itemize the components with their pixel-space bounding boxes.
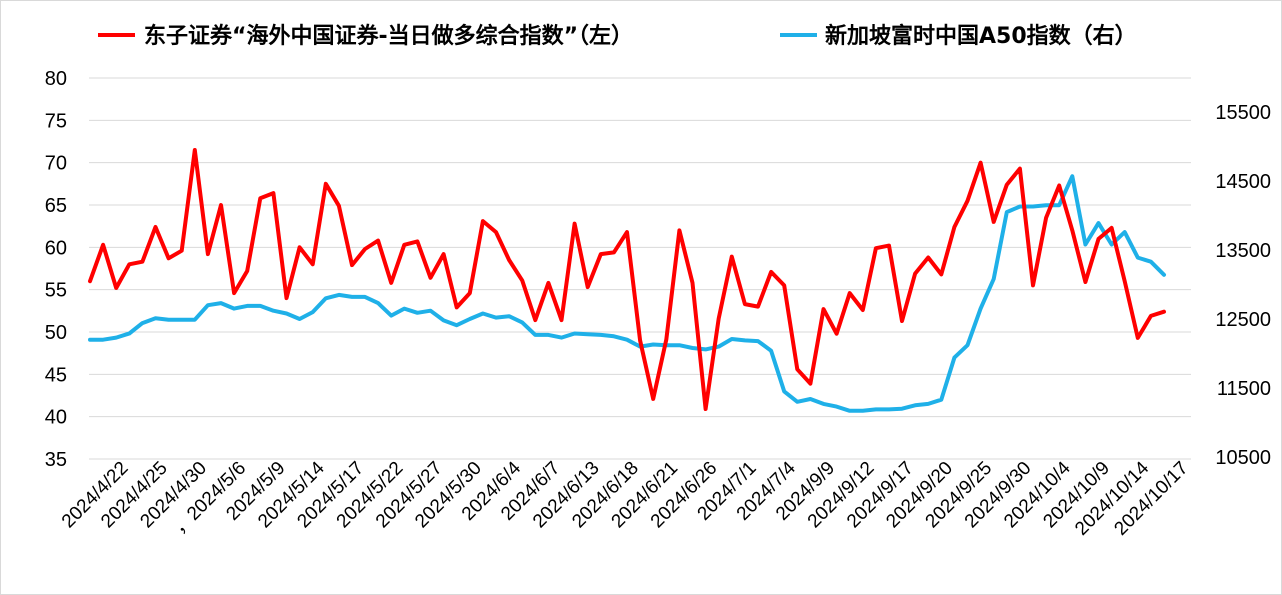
- grid-lines: [89, 77, 1191, 460]
- left-tick-label: 60: [45, 237, 67, 259]
- right-tick-label: 15500: [1215, 102, 1271, 124]
- left-tick-label: 70: [45, 153, 67, 175]
- left-tick-label: 45: [45, 364, 67, 386]
- left-tick-label: 50: [45, 322, 67, 344]
- left-tick-label: 75: [45, 110, 67, 132]
- left-tick-label: 40: [45, 407, 67, 429]
- series-line-blue: [88, 174, 1166, 413]
- right-tick-label: 14500: [1215, 171, 1271, 193]
- legend: 东子证券“海外中国证券-当日做多综合指数”（左） 新加坡富时中国A50指数（右）: [98, 23, 1137, 49]
- left-tick-label: 65: [45, 195, 67, 217]
- left-tick-label: 55: [45, 280, 67, 302]
- legend-label-red: 东子证券“海外中国证券-当日做多综合指数”（左）: [144, 23, 633, 49]
- series-line-red: [88, 148, 1166, 411]
- right-tick-label: 12500: [1215, 309, 1271, 331]
- series: [88, 148, 1166, 413]
- left-tick-label: 80: [45, 68, 67, 90]
- legend-label-blue: 新加坡富时中国A50指数（右）: [825, 23, 1137, 49]
- right-tick-label: 11500: [1217, 378, 1271, 400]
- right-axis: 10500 11500 12500 13500 14500 15500: [1215, 102, 1271, 469]
- left-axis: 35 40 45 50 55 60 65 70 75 80: [45, 68, 67, 471]
- left-tick-label: 35: [45, 449, 67, 471]
- x-axis: 2024/4/222024/4/252024/4/30，2024/5/62024…: [58, 457, 1193, 539]
- right-tick-label: 10500: [1215, 447, 1271, 469]
- right-tick-label: 13500: [1215, 240, 1271, 262]
